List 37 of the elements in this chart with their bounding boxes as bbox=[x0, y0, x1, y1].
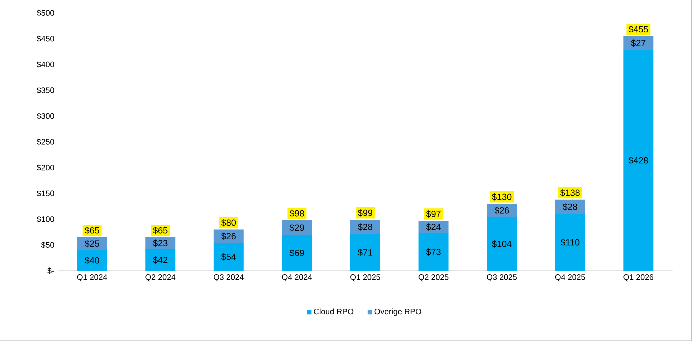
data-label: $73 bbox=[426, 248, 441, 256]
bar bbox=[487, 217, 518, 271]
bar bbox=[555, 214, 586, 271]
bar bbox=[624, 50, 654, 271]
bar bbox=[350, 220, 380, 234]
total-label: $130 bbox=[492, 193, 512, 201]
data-label: $24 bbox=[426, 223, 441, 231]
data-label: $26 bbox=[222, 232, 236, 240]
data-label: $23 bbox=[153, 240, 168, 247]
data-label: $54 bbox=[222, 253, 236, 261]
data-label: $28 bbox=[358, 223, 373, 231]
data-label: $27 bbox=[631, 40, 646, 47]
bar bbox=[77, 250, 108, 271]
bar bbox=[146, 249, 176, 271]
data-label: $71 bbox=[358, 249, 373, 256]
data-label: $28 bbox=[562, 203, 578, 211]
data-label: $29 bbox=[290, 224, 304, 232]
total-label: $80 bbox=[222, 219, 236, 226]
total-label: $97 bbox=[426, 210, 441, 218]
total-label: $65 bbox=[153, 226, 168, 234]
data-label: $25 bbox=[84, 240, 100, 248]
total-label: $65 bbox=[84, 226, 100, 234]
bar bbox=[418, 233, 449, 271]
bar bbox=[282, 235, 312, 271]
total-label: $138 bbox=[560, 189, 580, 197]
data-label: $110 bbox=[560, 238, 580, 246]
total-label: $455 bbox=[628, 26, 648, 34]
data-label: $428 bbox=[628, 156, 648, 164]
bar bbox=[214, 243, 244, 271]
data-label: $42 bbox=[153, 256, 168, 264]
data-label: $40 bbox=[84, 256, 100, 264]
data-label: $26 bbox=[494, 206, 510, 214]
total-label: $99 bbox=[358, 209, 373, 217]
bar bbox=[350, 234, 380, 271]
data-label: $104 bbox=[492, 240, 512, 248]
data-label: $69 bbox=[290, 250, 304, 257]
total-label: $98 bbox=[290, 210, 304, 218]
